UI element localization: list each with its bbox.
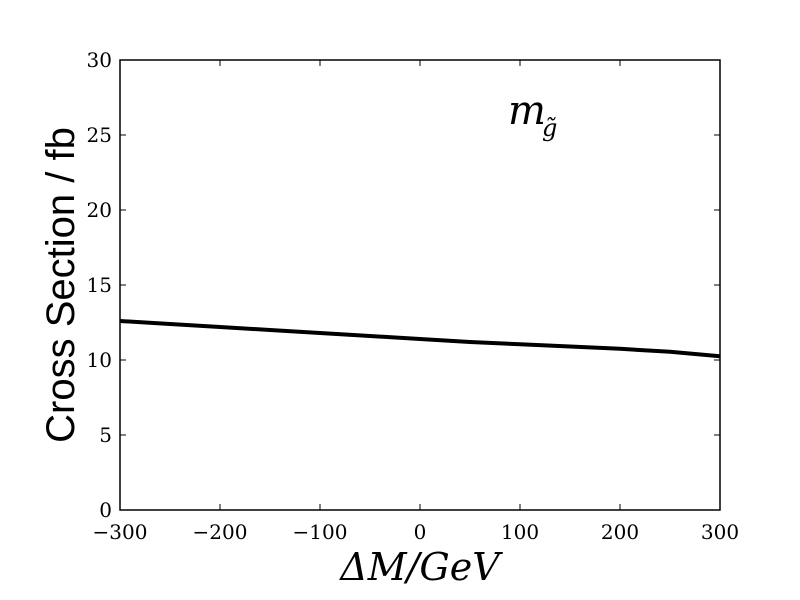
x-tick-label: 0 — [414, 520, 427, 544]
y-tick-label: 20 — [87, 198, 112, 222]
y-axis: 0 5 10 15 20 25 30 — [87, 48, 720, 522]
annotation-base: m — [508, 88, 546, 134]
y-tick-label: 25 — [87, 123, 112, 147]
x-tick-label: −200 — [193, 520, 248, 544]
y-tick-label: 30 — [87, 48, 112, 72]
annotation-gluino-mass: m g̃ — [508, 88, 557, 142]
x-tick-label: −100 — [293, 520, 348, 544]
plot-frame — [119, 59, 721, 511]
plot-area — [119, 59, 721, 511]
x-tick-label: −300 — [93, 520, 148, 544]
x-tick-label: 100 — [501, 520, 539, 544]
series-layer — [119, 319, 721, 359]
y-tick-label: 5 — [99, 423, 112, 447]
x-tick-label: 300 — [701, 520, 739, 544]
x-axis-label: ΔM/GeV — [338, 545, 503, 589]
x-tick-label: 200 — [601, 520, 639, 544]
y-tick-label: 15 — [87, 273, 112, 297]
y-tick-label: 0 — [99, 498, 112, 522]
series-line — [119, 319, 721, 359]
x-axis: −300 −200 −100 0 100 200 300 — [93, 60, 739, 544]
annotation-sub: g̃ — [542, 114, 557, 142]
y-tick-label: 10 — [87, 348, 112, 372]
y-axis-label: Cross Section / fb — [39, 127, 83, 443]
